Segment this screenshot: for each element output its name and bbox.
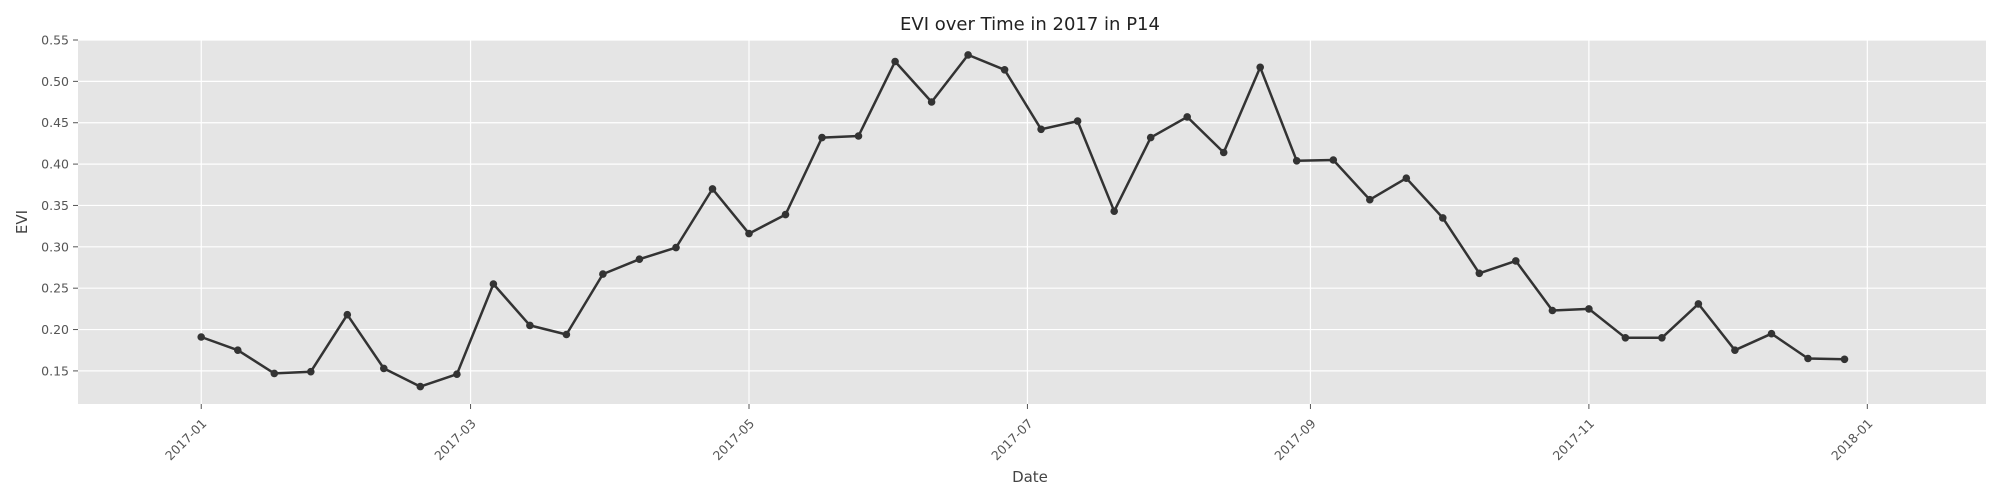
x-tick-label: 2017-01 [162, 416, 210, 464]
evi-data-point [745, 229, 753, 238]
evi-series-points [197, 51, 1849, 391]
evi-data-point [708, 185, 717, 193]
evi-data-point [1512, 257, 1520, 265]
evi-data-point [1037, 125, 1045, 134]
evi-data-point [1110, 207, 1118, 215]
evi-data-point [1366, 195, 1374, 204]
evi-data-point [197, 333, 205, 341]
y-tick-label: 0.40 [41, 157, 69, 172]
evi-data-point [1329, 156, 1338, 164]
evi-data-point [818, 133, 826, 142]
evi-data-point [672, 243, 680, 252]
evi-data-point [1256, 63, 1264, 72]
evi-data-point [1840, 355, 1849, 364]
evi-data-point [891, 57, 899, 66]
grid-lines [78, 39, 1986, 404]
y-tick-label: 0.55 [41, 33, 69, 48]
evi-data-point [1146, 133, 1155, 142]
evi-data-point [1585, 305, 1593, 313]
evi-data-point [234, 346, 242, 355]
evi-data-point [854, 132, 863, 140]
y-tick-label: 0.30 [41, 239, 69, 254]
evi-data-point [635, 255, 644, 263]
evi-data-point [1292, 157, 1301, 165]
evi-data-point [1183, 113, 1191, 121]
evi-data-point [380, 364, 388, 373]
x-tick-label: 2018-01 [1828, 416, 1876, 464]
evi-data-point [1731, 346, 1739, 355]
evi-data-point [416, 382, 425, 391]
x-tick-label: 2017-05 [710, 416, 758, 464]
evi-data-point [307, 367, 315, 376]
evi-data-point [489, 280, 498, 288]
evi-data-point [562, 330, 571, 339]
y-tick-label: 0.15 [41, 363, 69, 378]
x-tick-label: 2017-09 [1271, 416, 1319, 464]
evi-data-point [343, 310, 352, 319]
evi-data-point [453, 370, 461, 379]
evi-data-point [526, 321, 534, 330]
y-axis-label: EVI [13, 210, 31, 234]
y-tick-label: 0.35 [41, 198, 69, 213]
evi-data-point [1658, 334, 1666, 342]
y-tick-label: 0.25 [41, 281, 69, 296]
evi-data-point [1073, 117, 1082, 125]
evi-data-point [964, 51, 972, 59]
evi-data-point [1402, 174, 1411, 182]
evi-data-point [927, 98, 936, 106]
evi-data-point [1219, 148, 1228, 157]
x-axis-label: Date [1012, 468, 1048, 486]
evi-data-point [1548, 306, 1557, 315]
plot-area [78, 40, 1986, 404]
x-tick-label: 2017-11 [1550, 416, 1598, 464]
x-tick-label: 2017-03 [431, 416, 479, 464]
evi-data-point [270, 369, 279, 378]
y-tick-label: 0.50 [41, 74, 69, 89]
evi-data-point [1000, 66, 1009, 74]
evi-data-point [1439, 214, 1447, 222]
evi-data-point [1767, 329, 1776, 338]
evi-data-point [1621, 334, 1630, 342]
chart-title: EVI over Time in 2017 in P14 [900, 14, 1160, 35]
x-tick-label: 2017-07 [988, 416, 1036, 464]
y-tick-label: 0.45 [41, 115, 69, 130]
y-axis-ticks: 0.15 0.20 0.25 0.30 0.35 0.40 0.45 0.50 0.55 [41, 33, 78, 378]
evi-data-point [1475, 269, 1484, 278]
x-axis-ticks: 2017-01 2017-03 2017-05 2017-07 2017-09 2017-… [162, 404, 1876, 463]
evi-data-point [1694, 300, 1703, 308]
evi-data-point [781, 210, 790, 219]
evi-series-line [200, 53, 1845, 388]
evi-data-point [1804, 354, 1812, 363]
y-tick-label: 0.20 [41, 322, 69, 337]
evi-data-point [599, 270, 607, 278]
